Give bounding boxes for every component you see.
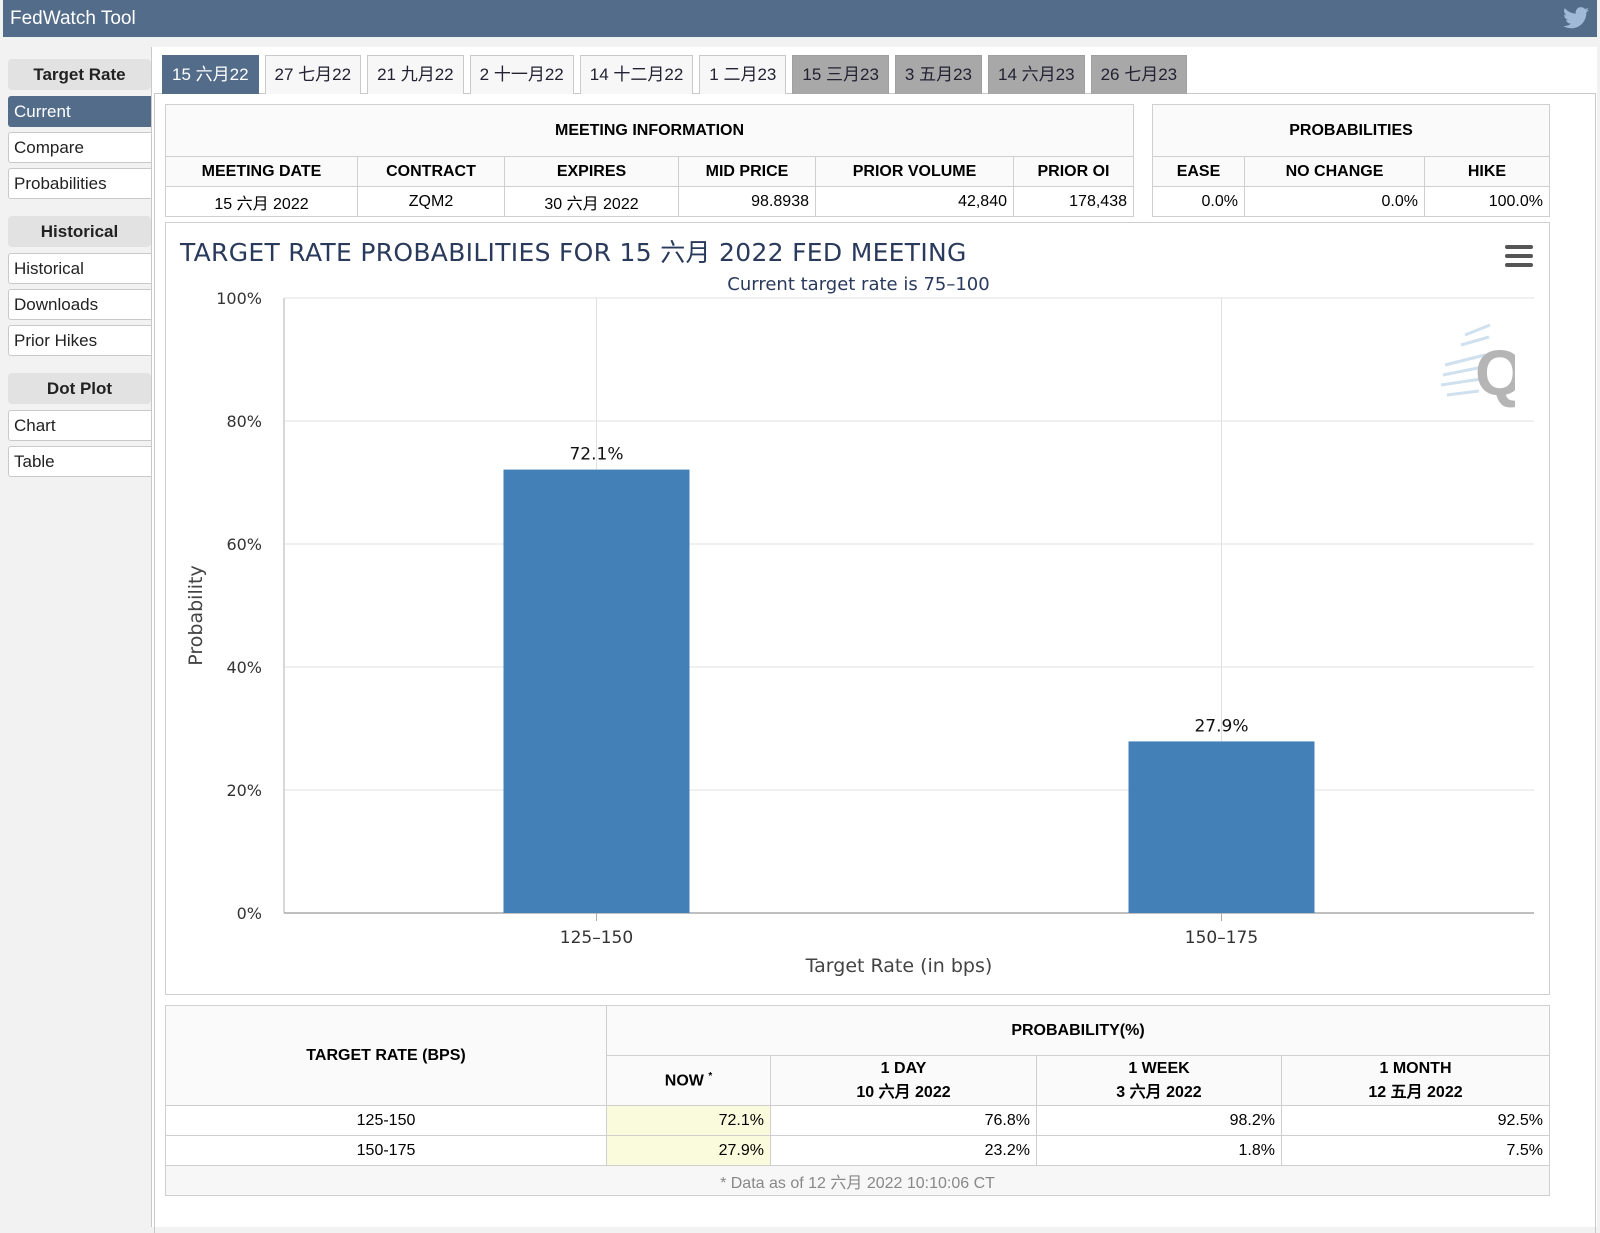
svg-text:Q: Q <box>1475 337 1515 409</box>
app-titlebar: FedWatch Tool <box>3 0 1597 37</box>
mid-price-value: 98.8938 <box>678 186 816 217</box>
app-title: FedWatch Tool <box>10 8 136 29</box>
tab-meeting-4[interactable]: 14 十二月22 <box>579 55 694 94</box>
sidebar-item-table[interactable]: Table <box>8 446 151 477</box>
sidebar-item-probabilities[interactable]: Probabilities <box>8 168 151 199</box>
tab-meeting-6[interactable]: 15 三月23 <box>792 55 889 94</box>
main-panel: 15 六月22 27 七月22 21 九月22 2 十一月22 14 十二月22… <box>151 47 1597 1233</box>
probability-chart: 0% 20% 40% 60% 80% 100% 72.1% 125–150 27.9% 150–1… <box>165 222 1550 995</box>
ease-value: 0.0% <box>1152 186 1245 217</box>
x-axis-title: Target Rate (in bps) <box>805 955 993 977</box>
tab-meeting-1[interactable]: 27 七月22 <box>264 55 362 94</box>
tab-meeting-2[interactable]: 21 九月22 <box>367 55 464 94</box>
day-cell: 23.2% <box>770 1135 1037 1166</box>
data-timestamp-footnote: * Data as of 12 六月 2022 10:10:06 CT <box>165 1165 1550 1196</box>
table-row: 150-175 27.9% 23.2% 1.8% 7.5% <box>165 1135 1550 1166</box>
tab-meeting-9[interactable]: 26 七月23 <box>1090 55 1188 94</box>
tab-meeting-8[interactable]: 14 六月23 <box>988 55 1085 94</box>
tab-meeting-5[interactable]: 1 二月23 <box>699 55 787 94</box>
meeting-information-heading: MEETING INFORMATION <box>165 104 1134 157</box>
col-expires: EXPIRES <box>504 156 679 187</box>
sidebar-item-downloads[interactable]: Downloads <box>8 289 151 320</box>
y-tick-label: 80% <box>226 412 262 431</box>
col-no-change: NO CHANGE <box>1244 156 1425 187</box>
month-cell: 92.5% <box>1281 1105 1550 1136</box>
col-1-day: 1 DAY 10 六月 2022 <box>770 1055 1037 1106</box>
hike-value: 100.0% <box>1424 186 1550 217</box>
sidebar-item-current[interactable]: Current <box>8 96 151 127</box>
bar-data-label: 72.1% <box>569 445 623 465</box>
y-tick-label: 60% <box>226 535 262 554</box>
contract-value: ZQM2 <box>357 186 505 217</box>
now-cell: 72.1% <box>606 1105 771 1136</box>
col-mid-price: MID PRICE <box>678 156 816 187</box>
bar-data-label: 27.9% <box>1194 716 1248 736</box>
col-ease: EASE <box>1152 156 1245 187</box>
table-row: 125-150 72.1% 76.8% 98.2% 92.5% <box>165 1105 1550 1136</box>
y-tick-label: 100% <box>216 289 262 308</box>
sidebar-item-prior-hikes[interactable]: Prior Hikes <box>8 325 151 356</box>
sidebar-heading-historical: Historical <box>8 216 151 247</box>
rate-cell: 125-150 <box>165 1105 607 1136</box>
no-change-value: 0.0% <box>1244 186 1425 217</box>
week-cell: 98.2% <box>1036 1105 1282 1136</box>
col-1-week: 1 WEEK 3 六月 2022 <box>1036 1055 1282 1106</box>
sidebar-item-historical[interactable]: Historical <box>8 253 151 284</box>
table-row: 15 六月 2022 ZQM2 30 六月 2022 98.8938 42,84… <box>165 186 1134 217</box>
probability-history-table: TARGET RATE (BPS) PROBABILITY(%) NOW * 1… <box>165 1005 1550 1196</box>
tab-meeting-3[interactable]: 2 十一月22 <box>469 55 574 94</box>
week-cell: 1.8% <box>1036 1135 1282 1166</box>
target-rate-heading: TARGET RATE (BPS) <box>165 1005 607 1106</box>
col-1-month: 1 MONTH 12 五月 2022 <box>1281 1055 1550 1106</box>
bar-150–175 <box>1128 741 1315 913</box>
tab-meeting-0[interactable]: 15 六月22 <box>162 55 259 94</box>
sidebar-heading-dot-plot: Dot Plot <box>8 373 151 404</box>
chart-plot: 0% 20% 40% 60% 80% 100% 72.1% 125–150 27.9% 150–1… <box>185 289 1534 977</box>
meeting-tabs: 15 六月22 27 七月22 21 九月22 2 十一月22 14 十二月22… <box>162 55 1188 94</box>
col-contract: CONTRACT <box>357 156 505 187</box>
now-cell: 27.9% <box>606 1135 771 1166</box>
chart-menu-icon[interactable] <box>1505 245 1533 267</box>
y-axis-title: Probability <box>185 565 207 665</box>
prior-volume-value: 42,840 <box>815 186 1014 217</box>
quikstrike-logo-watermark: Q <box>1440 323 1515 409</box>
sidebar: Target Rate Current Compare Probabilitie… <box>8 59 151 482</box>
col-hike: HIKE <box>1424 156 1550 187</box>
month-cell: 7.5% <box>1281 1135 1550 1166</box>
probabilities-table: PROBABILITIES EASE NO CHANGE HIKE 0.0% 0… <box>1152 104 1550 217</box>
twitter-icon[interactable] <box>1563 7 1589 29</box>
col-prior-volume: PRIOR VOLUME <box>815 156 1014 187</box>
sidebar-item-chart[interactable]: Chart <box>8 410 151 441</box>
tab-meeting-7[interactable]: 3 五月23 <box>894 55 983 94</box>
table-row: 0.0% 0.0% 100.0% <box>1152 186 1550 217</box>
y-tick-label: 40% <box>226 658 262 677</box>
x-tick-label: 150–175 <box>1185 928 1258 948</box>
bar-125–150 <box>503 469 690 913</box>
probabilities-heading: PROBABILITIES <box>1152 104 1550 157</box>
y-tick-label: 0% <box>237 904 262 923</box>
x-tick-label: 125–150 <box>560 928 633 948</box>
day-cell: 76.8% <box>770 1105 1037 1136</box>
rate-cell: 150-175 <box>165 1135 607 1166</box>
meeting-information-table: MEETING INFORMATION MEETING DATE CONTRAC… <box>165 104 1134 217</box>
chart-title: TARGET RATE PROBABILITIES FOR 15 六月 2022… <box>180 238 967 267</box>
chart-subtitle: Current target rate is 75–100 <box>727 274 990 295</box>
col-now: NOW * <box>606 1055 771 1106</box>
sidebar-item-compare[interactable]: Compare <box>8 132 151 163</box>
col-meeting-date: MEETING DATE <box>165 156 358 187</box>
prior-oi-value: 178,438 <box>1013 186 1134 217</box>
y-tick-label: 20% <box>226 781 262 800</box>
col-prior-oi: PRIOR OI <box>1013 156 1134 187</box>
expires-value: 30 六月 2022 <box>504 186 679 217</box>
meeting-date-value: 15 六月 2022 <box>165 186 358 217</box>
probability-heading: PROBABILITY(%) <box>606 1005 1550 1056</box>
sidebar-heading-target-rate: Target Rate <box>8 59 151 90</box>
